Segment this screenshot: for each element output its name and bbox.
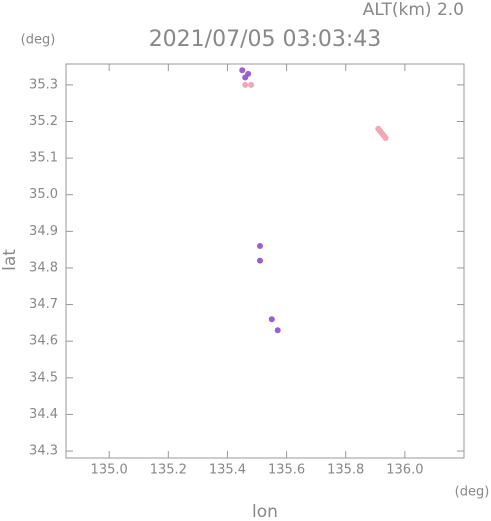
y-tick-label: 34.3 [29, 444, 58, 459]
y-tick-label: 34.5 [29, 370, 58, 385]
y-tick-label: 35.2 [29, 114, 58, 129]
echo-point [242, 74, 249, 81]
y-tick-label: 34.9 [29, 224, 58, 239]
plot-frame [65, 63, 465, 459]
y-axis-label: lat [0, 249, 20, 271]
x-tick-label: 135.6 [268, 463, 305, 478]
y-tick-label: 35.0 [29, 187, 58, 202]
y-tick-label: 35.3 [29, 77, 58, 92]
x-tick-label: 135.0 [91, 463, 128, 478]
x-tick-label: 135.4 [209, 463, 246, 478]
x-tick-label: 136.0 [386, 463, 423, 478]
echo-point [239, 67, 246, 74]
y-unit: (deg) [21, 33, 56, 48]
y-tick-label: 34.8 [29, 260, 58, 275]
x-tick-label: 135.2 [150, 463, 187, 478]
x-tick-label: 135.8 [327, 463, 364, 478]
echo-point [268, 316, 275, 323]
y-tick-label: 34.7 [29, 297, 58, 312]
subtitle: ALT(km) 2.0 [363, 0, 464, 20]
echo-point [382, 134, 389, 141]
echo-point [256, 257, 263, 264]
y-tick-label: 34.6 [29, 334, 58, 349]
echo-point [242, 81, 249, 88]
echo-point [274, 327, 281, 334]
y-tick-label: 35.1 [29, 151, 58, 166]
chart-title: 2021/07/05 03:03:43 [149, 27, 382, 52]
echo-point [248, 81, 255, 88]
echo-point [256, 242, 263, 249]
x-unit: (deg) [455, 485, 490, 500]
y-tick-label: 34.4 [29, 407, 58, 422]
x-axis-label: lon [252, 502, 278, 521]
